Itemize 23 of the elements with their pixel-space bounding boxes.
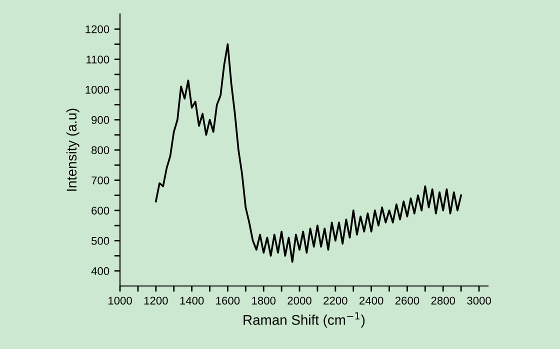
y-axis-title: Intensity (a.u) <box>66 108 80 191</box>
y-tick-label: 900 <box>92 116 110 124</box>
x-tick-label: 1200 <box>144 296 168 305</box>
x-tick-label: 2000 <box>288 296 312 305</box>
y-tick-label: 1200 <box>86 25 110 34</box>
line-series <box>154 43 462 263</box>
y-tick-label: 500 <box>91 236 110 245</box>
x-tick-label: 2400 <box>360 296 384 305</box>
x-tick-label: 3000 <box>467 296 491 305</box>
x-tick-label: 1000 <box>108 296 132 305</box>
x-tick-label: 1600 <box>216 296 240 305</box>
y-tick-label: 1000 <box>86 86 110 94</box>
y-tick-label: 400 <box>91 267 110 276</box>
y-tick-label: 1100 <box>86 56 110 64</box>
x-tick-label: 2600 <box>395 296 420 305</box>
x-tick-label: 1800 <box>252 296 276 305</box>
x-tick-label: 2200 <box>324 296 348 305</box>
y-tick-label: 600 <box>92 206 110 215</box>
y-tick-label: 800 <box>92 146 110 154</box>
x-tick-label: 1400 <box>180 296 204 305</box>
y-tick-label: 700 <box>92 176 110 184</box>
x-axis-title: Raman Shift (cm$^{−1}$) <box>244 312 365 328</box>
x-tick-label: 2800 <box>431 296 456 305</box>
